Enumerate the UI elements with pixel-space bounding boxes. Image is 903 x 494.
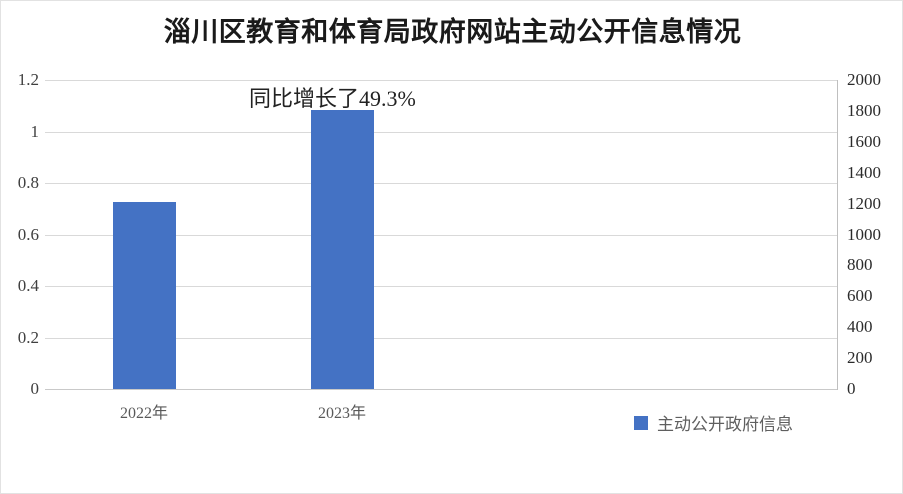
y-axis-right-tick: 200 xyxy=(847,348,873,368)
y-axis-left: 0 0.2 0.4 0.6 0.8 1 1.2 xyxy=(1,1,52,493)
y-axis-right-tick: 400 xyxy=(847,317,873,337)
y-axis-left-tick: 0.2 xyxy=(1,328,52,348)
y-axis-right-tick: 800 xyxy=(847,255,873,275)
y-axis-left-tick: 1.2 xyxy=(1,70,52,90)
gridline xyxy=(45,80,837,81)
y-axis-left-tick: 0 xyxy=(1,379,52,399)
bar-2022[interactable] xyxy=(113,202,176,389)
legend-swatch-icon xyxy=(634,415,648,430)
gridline xyxy=(45,337,837,339)
y-axis-right-tick: 1200 xyxy=(847,193,881,213)
bar-2023[interactable] xyxy=(311,109,374,389)
y-axis-left-tick: 1 xyxy=(1,122,52,142)
y-axis-right-tick: 1400 xyxy=(847,162,881,182)
x-axis-tick-2022: 2022年 xyxy=(119,405,169,422)
y-axis-right-tick: 1800 xyxy=(847,100,881,120)
axis-baseline xyxy=(45,389,837,390)
chart-title: 淄川区教育和体育局政府网站主动公开信息情况 xyxy=(163,17,742,47)
y-axis-right-tick: 2000 xyxy=(847,70,881,89)
legend-label: 主动公开政府信息 xyxy=(657,415,793,434)
y-axis-right-line xyxy=(837,80,838,390)
gridline xyxy=(45,286,837,287)
y-axis-left-tick: 0.6 xyxy=(1,225,52,245)
y-axis-right: 0 200 400 600 800 1000 1200 1400 1600 18… xyxy=(847,1,902,493)
y-axis-right-tick: 600 xyxy=(847,286,873,306)
y-axis-right-tick: 1600 xyxy=(847,131,881,151)
y-axis-left-tick: 0.4 xyxy=(1,276,52,296)
gridline xyxy=(45,234,837,236)
legend: 主动公开政府信息 xyxy=(634,410,793,435)
y-axis-left-tick: 0.8 xyxy=(1,173,52,193)
y-axis-right-tick: 0 xyxy=(847,379,856,398)
x-axis-tick-2023: 2023年 xyxy=(317,405,367,422)
gridline xyxy=(45,131,837,133)
plot-area xyxy=(45,80,837,390)
y-axis-right-tick: 1000 xyxy=(847,224,881,244)
gridline xyxy=(45,183,837,184)
growth-annotation: 同比增长了49.3% xyxy=(249,86,416,111)
